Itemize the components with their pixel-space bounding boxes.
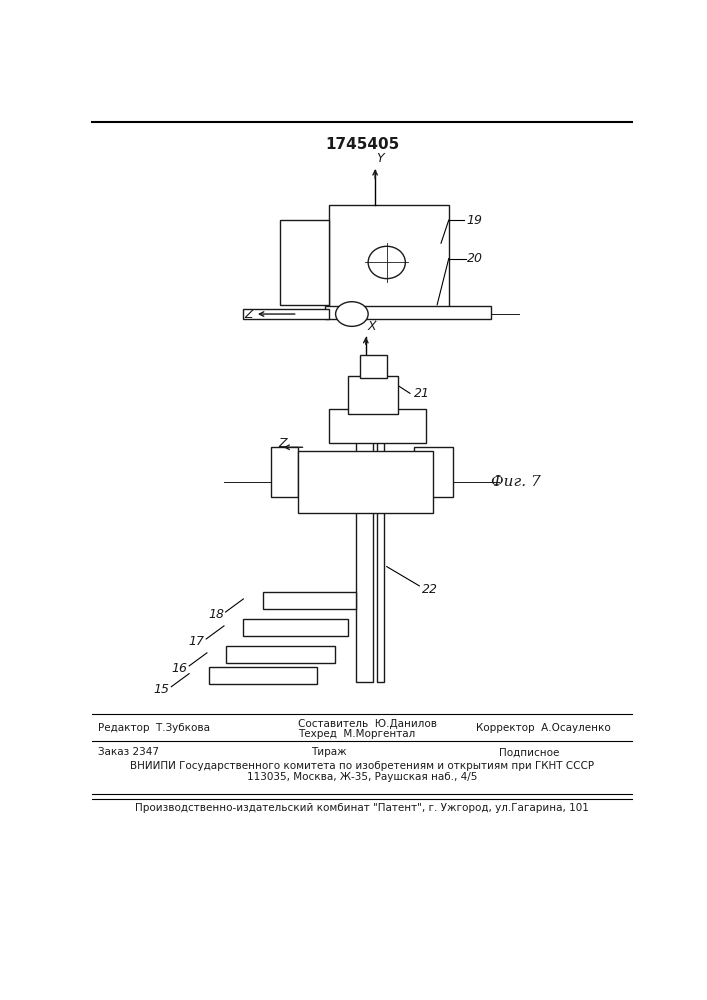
Text: Техред  М.Моргентал: Техред М.Моргентал — [298, 729, 415, 739]
Bar — [360, 355, 387, 378]
Bar — [298, 451, 433, 513]
Bar — [243, 619, 348, 636]
Ellipse shape — [336, 302, 368, 326]
Bar — [348, 376, 398, 414]
Bar — [243, 309, 329, 319]
Bar — [325, 306, 491, 319]
Text: 15: 15 — [153, 683, 170, 696]
Text: Производственно-издательский комбинат "Патент", г. Ужгород, ул.Гагарина, 101: Производственно-издательский комбинат "П… — [135, 803, 589, 813]
Bar — [263, 592, 356, 609]
Bar — [280, 220, 329, 305]
Text: Z: Z — [244, 308, 252, 321]
Bar — [356, 389, 373, 682]
Bar — [271, 447, 298, 497]
Text: 17: 17 — [189, 635, 204, 648]
Text: Z: Z — [279, 437, 287, 450]
Text: Фиг. 7: Фиг. 7 — [491, 475, 541, 489]
Bar — [414, 447, 452, 497]
Text: Заказ 2347: Заказ 2347 — [98, 747, 158, 757]
Text: 18: 18 — [208, 608, 224, 621]
Ellipse shape — [368, 246, 405, 279]
Text: Составитель  Ю.Данилов: Составитель Ю.Данилов — [298, 719, 437, 729]
Bar — [329, 205, 449, 309]
Text: 21: 21 — [414, 387, 430, 400]
Text: 19: 19 — [467, 214, 483, 227]
Text: 22: 22 — [421, 583, 438, 596]
Text: X: X — [368, 320, 376, 333]
Text: ВНИИПИ Государственного комитета по изобретениям и открытиям при ГКНТ СССР: ВНИИПИ Государственного комитета по изоб… — [130, 761, 594, 771]
Bar — [226, 646, 335, 663]
Bar — [329, 409, 426, 443]
Text: 16: 16 — [172, 662, 187, 675]
Text: Тираж: Тираж — [311, 747, 346, 757]
Bar — [377, 389, 385, 682]
Text: 20: 20 — [467, 252, 483, 265]
Text: Редактор  Т.Зубкова: Редактор Т.Зубкова — [98, 723, 210, 733]
Text: Y: Y — [377, 152, 385, 165]
Text: 113035, Москва, Ж-35, Раушская наб., 4/5: 113035, Москва, Ж-35, Раушская наб., 4/5 — [247, 772, 477, 782]
Text: 1745405: 1745405 — [325, 137, 399, 152]
Bar — [209, 667, 317, 684]
Text: Подписное: Подписное — [499, 747, 559, 757]
Text: Корректор  А.Осауленко: Корректор А.Осауленко — [476, 723, 611, 733]
